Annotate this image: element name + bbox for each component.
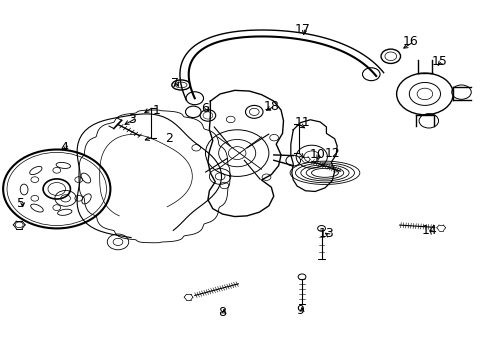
Text: 13: 13 [318, 227, 334, 240]
Text: 7: 7 [171, 77, 179, 90]
Text: 2: 2 [164, 132, 172, 145]
Text: 4: 4 [60, 141, 68, 154]
Text: 3: 3 [128, 113, 136, 126]
Text: 14: 14 [421, 224, 437, 237]
Text: 18: 18 [263, 100, 279, 113]
Text: 1: 1 [152, 104, 161, 117]
Text: 5: 5 [17, 197, 25, 210]
Text: 12: 12 [324, 147, 340, 159]
Text: 15: 15 [431, 55, 447, 68]
Text: 10: 10 [309, 148, 325, 161]
Text: 9: 9 [296, 305, 304, 318]
Text: 16: 16 [402, 35, 417, 49]
Text: 17: 17 [294, 23, 310, 36]
Text: 11: 11 [295, 116, 310, 129]
Text: 8: 8 [218, 306, 226, 319]
Text: 6: 6 [201, 102, 209, 115]
